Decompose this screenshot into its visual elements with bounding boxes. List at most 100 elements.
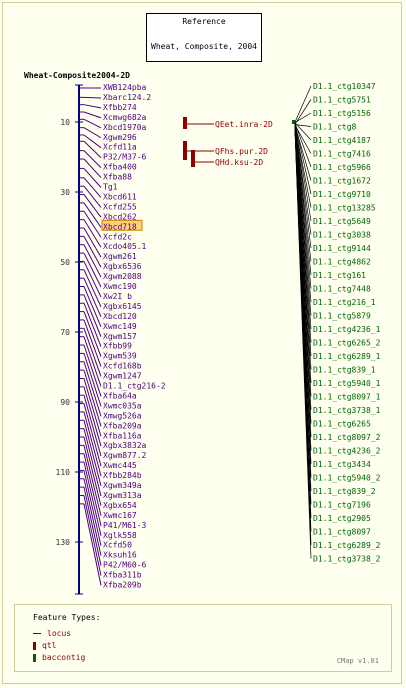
marker-label[interactable]: Xksuh16: [103, 551, 137, 560]
marker-label[interactable]: Xwmc445: [103, 461, 137, 470]
scale-label[interactable]: 90: [60, 398, 70, 407]
contig-label[interactable]: D1.1_ctg8097_1: [313, 393, 381, 402]
marker-label[interactable]: Tg1: [103, 183, 118, 192]
scale-label[interactable]: 50: [60, 258, 70, 267]
marker-label[interactable]: Xcfd50: [103, 541, 132, 550]
marker-label[interactable]: Xcfd168b: [103, 362, 142, 371]
scale-label[interactable]: 70: [60, 328, 70, 337]
marker-label[interactable]: Xcfd11a: [103, 143, 137, 152]
marker-label[interactable]: Xfbb99: [103, 342, 132, 351]
contig-label[interactable]: D1.1_ctg839_1: [313, 366, 376, 375]
qtl-label[interactable]: QFhs.pur.2D: [215, 147, 268, 156]
contig-label[interactable]: D1.1_ctg5649: [313, 217, 371, 226]
contig-label[interactable]: D1.1_ctg6265_2: [313, 339, 381, 348]
contig-label[interactable]: D1.1_ctg7416: [313, 150, 371, 159]
marker-label[interactable]: Xw2I b: [103, 292, 132, 301]
marker-label[interactable]: Xbarc124.2: [103, 93, 151, 102]
marker-label[interactable]: Xgwm313a: [103, 491, 142, 500]
contig-label[interactable]: D1.1_ctg839_2: [313, 487, 376, 496]
marker-label[interactable]: Xgwm539: [103, 352, 137, 361]
contig-label[interactable]: D1.1_ctg8097: [313, 528, 371, 537]
contig-label[interactable]: D1.1_ctg5156: [313, 109, 371, 118]
contig-label[interactable]: D1.1_ctg1672: [313, 177, 371, 186]
marker-label[interactable]: Xwmc167: [103, 511, 137, 520]
marker-label[interactable]: Xfba88: [103, 173, 132, 182]
marker-label[interactable]: XWB124pba: [103, 83, 147, 92]
contig-label[interactable]: D1.1_ctg5879: [313, 312, 371, 321]
marker-label[interactable]: Xgwm261: [103, 252, 137, 261]
marker-label[interactable]: Xfba209b: [103, 581, 142, 590]
contig-label[interactable]: D1.1_ctg6265: [313, 420, 371, 429]
marker-label[interactable]: Xcmwg682a: [103, 113, 147, 122]
marker-label[interactable]: P41/M61-3: [103, 521, 147, 530]
marker-label[interactable]: Xmwg526a: [103, 411, 142, 420]
marker-label[interactable]: Xwmc190: [103, 282, 137, 291]
scale-label[interactable]: 10: [60, 118, 70, 127]
marker-label[interactable]: Xbcd262: [103, 212, 137, 221]
contig-label[interactable]: D1.1_ctg4236_1: [313, 325, 381, 334]
contig-label[interactable]: D1.1_ctg5966: [313, 163, 371, 172]
marker-label[interactable]: Xgwm349a: [103, 481, 142, 490]
contig-label[interactable]: D1.1_ctg9710: [313, 190, 371, 199]
marker-label[interactable]: Xbcd1970a: [103, 123, 147, 132]
contig-label[interactable]: D1.1_ctg216_1: [313, 298, 376, 307]
qtl-label[interactable]: QHd.ksu-2D: [215, 158, 263, 167]
reference-map-name[interactable]: Wheat, Composite, 2004: [151, 42, 257, 51]
contig-label[interactable]: D1.1_ctg5940_1: [313, 379, 381, 388]
contig-label[interactable]: D1.1_ctg8: [313, 123, 357, 132]
marker-label[interactable]: Xglk558: [103, 531, 137, 540]
marker-label[interactable]: Xgbx654: [103, 501, 137, 510]
marker-label[interactable]: P32/M37-6: [103, 153, 147, 162]
marker-label[interactable]: Xbcd611: [103, 192, 137, 201]
reference-box[interactable]: Reference Wheat, Composite, 2004: [146, 13, 262, 62]
contig-label[interactable]: D1.1_ctg4236_2: [313, 447, 381, 456]
marker-label[interactable]: Xgwm2088: [103, 272, 142, 281]
marker-label[interactable]: Xfba64a: [103, 391, 137, 400]
qtl-label[interactable]: QEet.inra-2D: [215, 120, 273, 129]
contig-label[interactable]: D1.1_ctg7448: [313, 285, 371, 294]
marker-label[interactable]: Xcfd2c: [103, 232, 132, 241]
contig-label[interactable]: D1.1_ctg161: [313, 271, 366, 280]
marker-label[interactable]: Xgbx6536: [103, 262, 142, 271]
contig-label[interactable]: D1.1_ctg3738_1: [313, 406, 381, 415]
marker-label[interactable]: Xgwm296: [103, 133, 137, 142]
marker-label[interactable]: Xgbx3832a: [103, 441, 147, 450]
marker-label[interactable]: Xcdo405.1: [103, 242, 147, 251]
marker-label[interactable]: Xcfd255: [103, 202, 137, 211]
marker-label[interactable]: Xgwm157: [103, 332, 137, 341]
contig-label[interactable]: D1.1_ctg3434: [313, 460, 371, 469]
contig-label[interactable]: D1.1_ctg13285: [313, 204, 376, 213]
marker-label[interactable]: D1.1_ctg216-2: [103, 382, 166, 391]
marker-label[interactable]: Xfba311b: [103, 571, 142, 580]
scale-label[interactable]: 30: [60, 188, 70, 197]
scale-label[interactable]: 130: [56, 538, 71, 547]
marker-label[interactable]: P42/M60-6: [103, 561, 147, 570]
map-title[interactable]: Wheat-Composite2004-2D: [24, 71, 130, 80]
contig-label[interactable]: D1.1_ctg7196: [313, 501, 371, 510]
marker-label[interactable]: Xfbb274: [103, 103, 137, 112]
marker-label[interactable]: Xgbx6145: [103, 302, 142, 311]
contig-label[interactable]: D1.1_ctg5751: [313, 96, 371, 105]
scale-label[interactable]: 110: [56, 468, 71, 477]
contig-label[interactable]: D1.1_ctg6289_1: [313, 352, 381, 361]
contig-label[interactable]: D1.1_ctg8097_2: [313, 433, 381, 442]
marker-label[interactable]: Xwmc035a: [103, 401, 142, 410]
contig-label[interactable]: D1.1_ctg2905: [313, 514, 371, 523]
contig-label[interactable]: D1.1_ctg3038: [313, 231, 371, 240]
marker-label[interactable]: Xfba116a: [103, 431, 142, 440]
marker-label[interactable]: Xbcd120: [103, 312, 137, 321]
contig-label[interactable]: D1.1_ctg4187: [313, 136, 371, 145]
marker-label[interactable]: Xwmc149: [103, 322, 137, 331]
marker-label[interactable]: Xfba209a: [103, 421, 142, 430]
marker-label[interactable]: Xfbb284b: [103, 471, 142, 480]
contig-label[interactable]: D1.1_ctg9144: [313, 244, 371, 253]
marker-label[interactable]: Xgwm877.2: [103, 451, 147, 460]
contig-label[interactable]: D1.1_ctg5940_2: [313, 474, 381, 483]
marker-label[interactable]: Xgwm1247: [103, 372, 142, 381]
contig-label[interactable]: D1.1_ctg6289_2: [313, 541, 381, 550]
contig-label[interactable]: D1.1_ctg3738_2: [313, 555, 381, 564]
contig-label[interactable]: D1.1_ctg4862: [313, 258, 371, 267]
marker-label[interactable]: Xbcd718: [103, 222, 137, 231]
marker-label[interactable]: Xfba400: [103, 163, 137, 172]
contig-label[interactable]: D1.1_ctg10347: [313, 82, 376, 91]
